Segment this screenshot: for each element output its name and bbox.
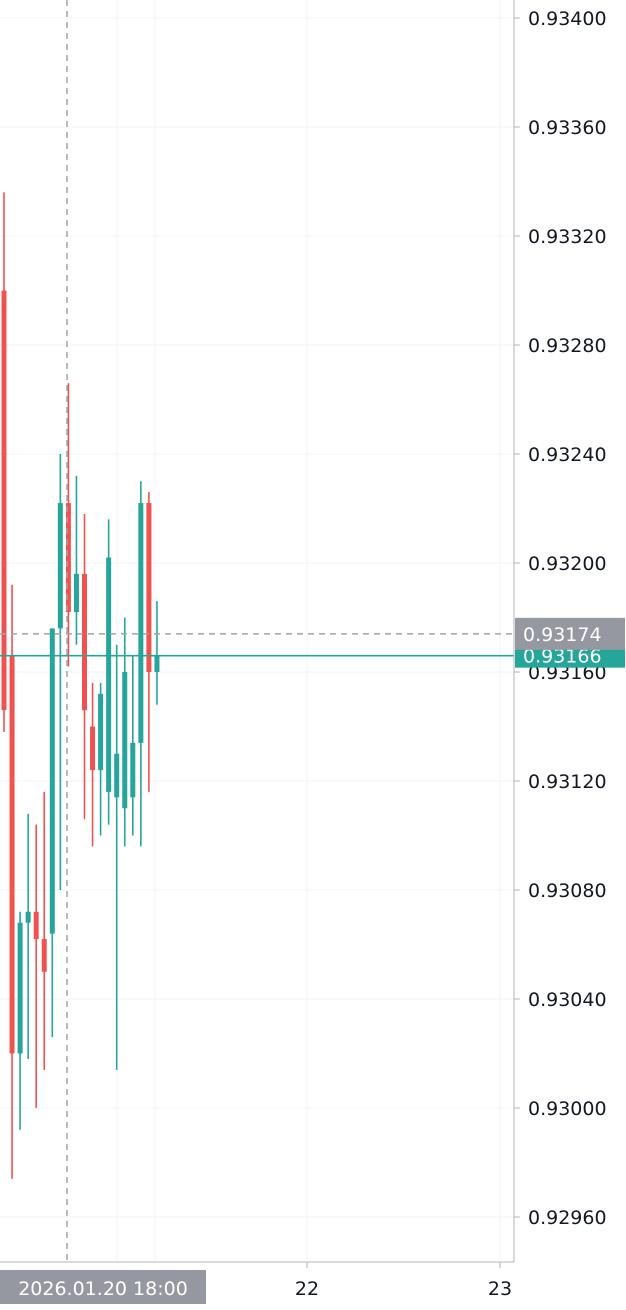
time-tick-label: 22 <box>295 1278 319 1300</box>
candle-body <box>146 503 152 672</box>
candle <box>33 824 39 1108</box>
candles-layer <box>1 192 160 1179</box>
candle <box>130 655 136 836</box>
price-tick-label: 0.93000 <box>528 1098 607 1120</box>
price-tick-label: 0.93280 <box>528 335 607 357</box>
price-tick-label: 0.93240 <box>528 444 607 466</box>
crosshair-price-tag-text: 0.93174 <box>523 624 602 646</box>
candle-body <box>17 922 23 1054</box>
candle-body <box>9 655 15 1054</box>
candle-body <box>49 628 55 934</box>
candle <box>146 492 152 792</box>
candle <box>49 628 55 1038</box>
candle-body <box>138 503 144 743</box>
candle <box>122 617 128 847</box>
candle <box>106 519 112 825</box>
candle-body <box>57 503 63 629</box>
price-tick-label: 0.93120 <box>528 771 607 793</box>
candle-body <box>73 573 79 613</box>
candle <box>41 791 47 1070</box>
candle <box>114 644 120 1070</box>
candle-body <box>90 726 96 771</box>
candle <box>57 454 63 890</box>
crosshair-time-tag-text: 2026.01.20 18:00 <box>18 1278 188 1300</box>
candle <box>73 475 79 645</box>
candle <box>138 481 144 847</box>
price-tick-label: 0.93040 <box>528 989 607 1011</box>
candle-body <box>106 557 112 792</box>
price-tick-label: 0.93360 <box>528 117 607 139</box>
price-axis[interactable]: 0.92960 0.93000 0.93040 0.93080 0.93120 0.931… <box>513 0 625 1262</box>
candle-body <box>1 290 7 711</box>
candle-body <box>130 742 136 798</box>
overlays-layer <box>0 0 514 1262</box>
last-price-tag-text: 0.93166 <box>523 646 602 668</box>
candle-body <box>122 672 128 809</box>
crosshair-time-tag <box>0 1270 206 1304</box>
candle <box>9 584 15 1179</box>
price-tick-label: 0.92960 <box>528 1207 607 1229</box>
candle-body <box>41 939 47 972</box>
candle <box>17 911 23 1130</box>
crosshair-price-tag <box>515 617 625 650</box>
candle <box>154 601 160 705</box>
candle <box>25 813 31 1059</box>
candle-body <box>98 693 104 771</box>
candle-body <box>33 911 39 940</box>
candle-body <box>114 753 120 798</box>
candle <box>65 383 71 667</box>
candle-body <box>82 573 87 711</box>
time-axis[interactable]: 22 23 2026.01.20 18:00 <box>0 1261 514 1304</box>
candle <box>1 192 7 732</box>
price-tick-label: 0.93400 <box>528 8 607 30</box>
candle-body <box>25 911 31 923</box>
time-tick-label: 23 <box>488 1278 512 1300</box>
candle <box>90 682 96 847</box>
price-tick-label: 0.93200 <box>528 553 607 575</box>
candle <box>98 682 104 836</box>
price-tick-label: 0.93320 <box>528 226 607 248</box>
price-tick-label: 0.93080 <box>528 880 607 902</box>
candle-body <box>154 655 160 672</box>
candle <box>82 513 87 820</box>
candle-body <box>65 503 71 613</box>
